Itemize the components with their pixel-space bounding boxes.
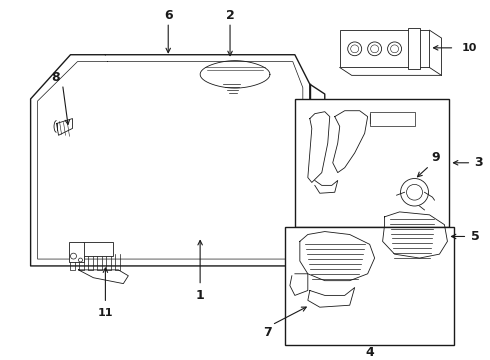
Text: 3: 3	[474, 156, 483, 169]
Circle shape	[370, 45, 379, 53]
Circle shape	[407, 184, 422, 200]
Bar	[369, 112, 415, 126]
Bar	[69, 242, 84, 262]
Text: 2: 2	[226, 9, 234, 22]
Bar	[83, 242, 113, 256]
Bar	[408, 28, 419, 69]
Circle shape	[391, 45, 398, 53]
Text: 1: 1	[196, 289, 204, 302]
Text: 7: 7	[264, 326, 272, 339]
Circle shape	[78, 258, 82, 262]
Circle shape	[71, 253, 76, 259]
Circle shape	[368, 42, 382, 56]
Circle shape	[388, 42, 401, 56]
Text: 4: 4	[365, 346, 374, 359]
Text: 8: 8	[51, 71, 60, 84]
Bar	[285, 227, 454, 345]
Text: 10: 10	[462, 43, 477, 53]
Text: 9: 9	[432, 151, 440, 165]
Text: 11: 11	[98, 308, 113, 318]
Circle shape	[351, 45, 359, 53]
Text: 6: 6	[164, 9, 172, 22]
Text: 5: 5	[471, 230, 480, 243]
Bar	[340, 30, 429, 67]
Circle shape	[400, 179, 428, 206]
Circle shape	[348, 42, 362, 56]
Bar	[295, 99, 449, 227]
